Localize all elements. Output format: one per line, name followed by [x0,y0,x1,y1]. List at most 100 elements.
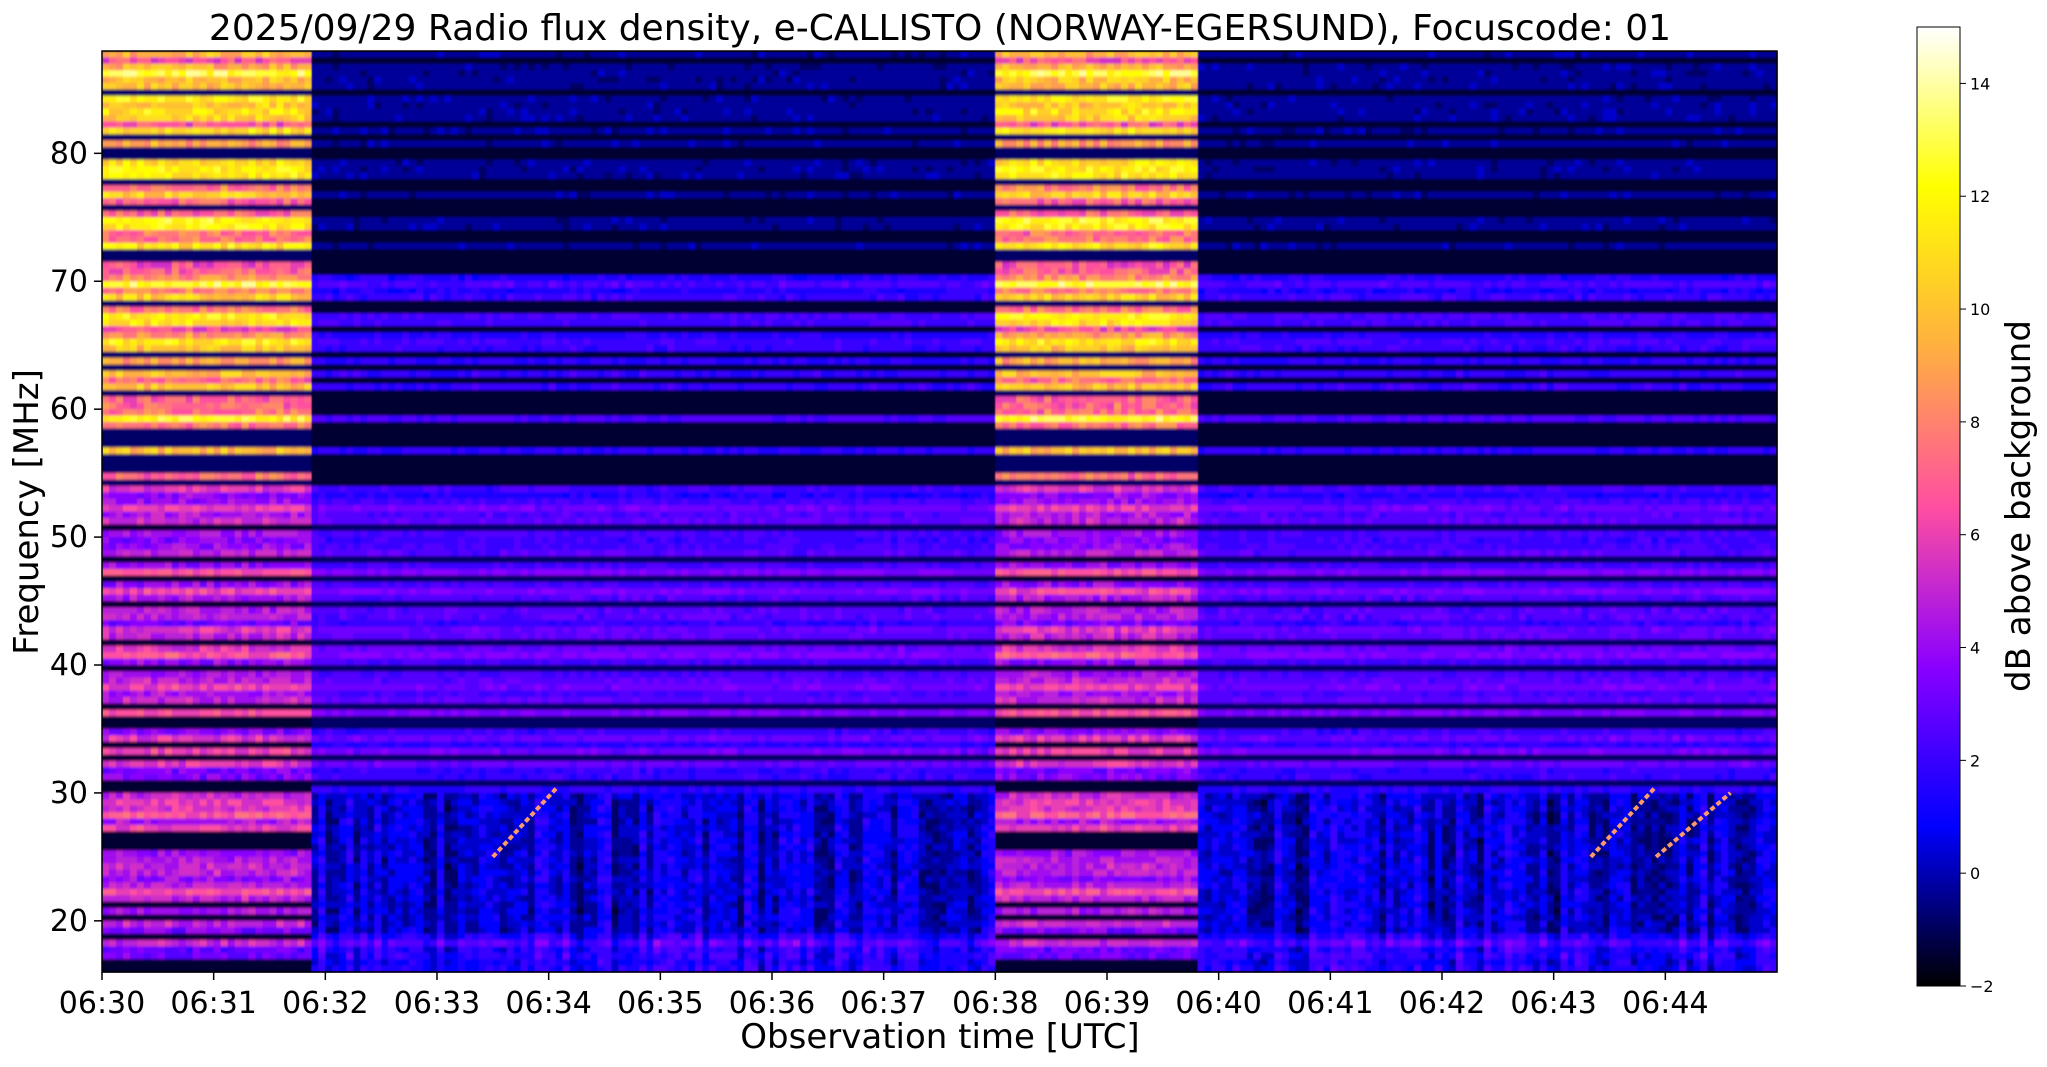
heatmap-cell [1079,114,1087,122]
heatmap-cell [1267,447,1276,455]
heatmap-cell [1176,172,1185,180]
heatmap-cell [1065,262,1073,270]
heatmap-cell [1072,223,1080,231]
heatmap-cell [1490,281,1499,289]
heatmap-cell [883,274,892,282]
heatmap-cell [206,172,215,180]
heatmap-cell [1476,166,1485,174]
heatmap-cell [646,166,696,174]
heatmap-cell [102,306,110,314]
heatmap-cell [1553,102,1583,110]
heatmap-cell [115,402,124,410]
heatmap-cell [485,345,494,353]
heatmap-cell [562,338,571,346]
heatmap-cell [255,198,271,206]
heatmap-cell [220,82,229,90]
heatmap-cell [304,485,312,493]
heatmap-cell [1707,338,1722,346]
heatmap-cell [548,415,564,423]
heatmap-cell [1428,319,1436,327]
heatmap-cell [178,63,187,71]
heatmap-cell [1023,313,1031,321]
heatmap-cell [1616,345,1639,353]
heatmap-cell [639,166,647,174]
heatmap-cell [102,249,312,257]
heatmap-cell [1093,396,1122,404]
heatmap-cell [311,326,996,334]
heatmap-cell [395,114,403,122]
heatmap-cell [102,473,117,481]
heatmap-cell [367,95,375,103]
heatmap-cell [1616,281,1625,289]
heatmap-cell [318,319,340,327]
heatmap-cell [1169,191,1178,199]
heatmap-cell [150,102,159,110]
heatmap-cell [646,172,654,180]
heatmap-cell [227,191,236,199]
heatmap-cell [234,166,243,174]
heatmap-cell [283,114,292,122]
heatmap-cell [143,345,152,353]
heatmap-cell [102,236,110,244]
heatmap-cell [1058,338,1066,346]
heatmap-cell [304,236,312,244]
heatmap-cell [471,287,480,295]
heatmap-cell [1162,345,1171,353]
heatmap-cell [1127,358,1136,365]
heatmap-cell [283,217,292,225]
heatmap-cell [688,114,752,122]
heatmap-cell [115,306,124,314]
heatmap-cell [206,76,222,84]
heatmap-cell [402,383,417,391]
heatmap-cell [1079,185,1087,193]
heatmap-cell [1330,287,1338,295]
heatmap-cell [1044,223,1052,231]
heatmap-cell [241,63,250,71]
heatmap-cell [1386,70,1422,78]
heatmap-cell [1295,447,1304,455]
heatmap-cell [1400,294,1429,302]
heatmap-cell [1602,415,1618,423]
heatmap-cell [1120,326,1129,334]
heatmap-cell [1072,70,1080,78]
heatmap-cell [346,287,361,295]
heatmap-cell [1065,396,1073,404]
heatmap-cell [1093,191,1101,199]
heatmap-cell [290,332,305,340]
heatmap-cell [1414,127,1422,135]
heatmap-cell [1651,383,1673,391]
heatmap-cell [227,447,236,455]
heatmap-cell [311,281,319,289]
heatmap-cell [1365,287,1373,295]
heatmap-cell [1169,294,1178,302]
heatmap-cell [1072,306,1080,314]
heatmap-cell [876,287,899,295]
heatmap-cell [513,415,522,423]
heatmap-cell [234,306,243,314]
heatmap-cell [171,185,194,193]
heatmap-cell [297,281,312,289]
heatmap-cell [157,421,166,429]
heatmap-cell [1337,492,1345,500]
heatmap-cell [171,409,194,417]
heatmap-cell [1044,345,1052,353]
heatmap-cell [1546,159,1555,167]
heatmap-cell [1120,473,1129,481]
heatmap-cell [995,268,1003,276]
heatmap-cell [1665,108,1673,116]
heatmap-cell [960,223,975,231]
heatmap-cell [248,198,257,206]
heatmap-cell [1086,383,1094,391]
heatmap-cell [1093,230,1108,238]
heatmap-cell [1658,102,1701,110]
heatmap-cell [1169,370,1178,378]
heatmap-cell [1658,242,1666,250]
heatmap-cell [1148,447,1157,455]
heatmap-cell [122,198,131,206]
heatmap-cell [220,268,236,276]
heatmap-cell [1079,447,1087,455]
heatmap-cell [1134,447,1143,455]
heatmap-cell [1100,421,1108,429]
heatmap-cell [171,294,180,302]
heatmap-cell [1016,185,1024,193]
